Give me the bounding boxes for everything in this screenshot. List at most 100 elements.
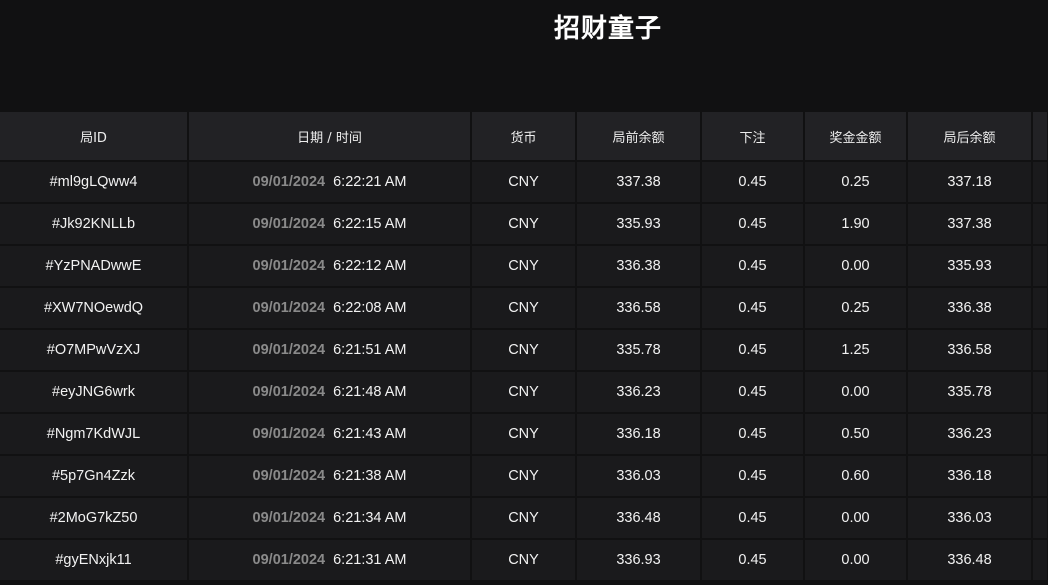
currency-cell: CNY — [470, 160, 577, 204]
game-history-table: 局ID 日期 / 时间 货币 局前余额 下注 奖金金额 局后余额 #ml9gLQ… — [0, 110, 1048, 582]
time-text: 6:21:48 AM — [333, 384, 407, 400]
prize-cell: 0.25 — [803, 286, 908, 330]
round-id-cell: #5p7Gn4Zzk — [0, 454, 189, 498]
datetime-cell: 09/01/2024 6:22:15 AM — [187, 202, 472, 246]
prize-cell: 0.00 — [803, 370, 908, 414]
column-header-currency: 货币 — [470, 110, 577, 162]
bet-cell: 0.45 — [700, 202, 805, 246]
date-text: 09/01/2024 — [252, 174, 326, 190]
extra-cell — [1031, 286, 1048, 330]
balance-before-cell: 336.58 — [575, 286, 702, 330]
currency-cell: CNY — [470, 202, 577, 246]
balance-after-cell: 337.38 — [906, 202, 1033, 246]
prize-cell: 0.60 — [803, 454, 908, 498]
table-row[interactable]: #O7MPwVzXJ 09/01/2024 6:21:51 AM CNY 335.78 0… — [0, 328, 1048, 372]
date-text: 09/01/2024 — [252, 510, 326, 526]
currency-cell: CNY — [470, 286, 577, 330]
currency-cell: CNY — [470, 454, 577, 498]
prize-cell: 0.00 — [803, 496, 908, 540]
currency-cell: CNY — [470, 538, 577, 582]
time-text: 6:22:15 AM — [333, 216, 407, 232]
date-text: 09/01/2024 — [252, 216, 326, 232]
datetime-cell: 09/01/2024 6:21:31 AM — [187, 538, 472, 582]
extra-cell — [1031, 412, 1048, 456]
date-text: 09/01/2024 — [252, 384, 326, 400]
balance-after-cell: 336.23 — [906, 412, 1033, 456]
table-header-row: 局ID 日期 / 时间 货币 局前余额 下注 奖金金额 局后余额 — [0, 110, 1048, 162]
bet-cell: 0.45 — [700, 286, 805, 330]
balance-after-cell: 336.18 — [906, 454, 1033, 498]
extra-cell — [1031, 202, 1048, 246]
currency-cell: CNY — [470, 496, 577, 540]
extra-cell — [1031, 328, 1048, 372]
date-text: 09/01/2024 — [252, 300, 326, 316]
prize-cell: 0.50 — [803, 412, 908, 456]
prize-cell: 0.25 — [803, 160, 908, 204]
column-header-balance-after: 局后余额 — [906, 110, 1033, 162]
round-id-cell: #O7MPwVzXJ — [0, 328, 189, 372]
table-row[interactable]: #5p7Gn4Zzk 09/01/2024 6:21:38 AM CNY 336.03 0… — [0, 454, 1048, 498]
table-row[interactable]: #gyENxjk11 09/01/2024 6:21:31 AM CNY 336.93 0… — [0, 538, 1048, 582]
column-header-bet: 下注 — [700, 110, 805, 162]
column-header-round-id: 局ID — [0, 110, 189, 162]
table-row[interactable]: #ml9gLQww4 09/01/2024 6:22:21 AM CNY 337.38 0… — [0, 160, 1048, 204]
column-header-extra — [1031, 110, 1048, 162]
balance-before-cell: 336.18 — [575, 412, 702, 456]
round-id-cell: #2MoG7kZ50 — [0, 496, 189, 540]
table-row[interactable]: #2MoG7kZ50 09/01/2024 6:21:34 AM CNY 336.48 0… — [0, 496, 1048, 540]
prize-cell: 0.00 — [803, 538, 908, 582]
date-text: 09/01/2024 — [252, 552, 326, 568]
column-header-prize: 奖金金额 — [803, 110, 908, 162]
table-row[interactable]: #eyJNG6wrk 09/01/2024 6:21:48 AM CNY 336.23 0… — [0, 370, 1048, 414]
time-text: 6:21:31 AM — [333, 552, 407, 568]
datetime-cell: 09/01/2024 6:21:51 AM — [187, 328, 472, 372]
extra-cell — [1031, 370, 1048, 414]
date-text: 09/01/2024 — [252, 258, 326, 274]
datetime-cell: 09/01/2024 6:21:48 AM — [187, 370, 472, 414]
datetime-cell: 09/01/2024 6:21:34 AM — [187, 496, 472, 540]
bet-cell: 0.45 — [700, 412, 805, 456]
currency-cell: CNY — [470, 370, 577, 414]
datetime-cell: 09/01/2024 6:21:43 AM — [187, 412, 472, 456]
prize-cell: 1.90 — [803, 202, 908, 246]
date-text: 09/01/2024 — [252, 426, 326, 442]
table-row[interactable]: #XW7NOewdQ 09/01/2024 6:22:08 AM CNY 336.58 0… — [0, 286, 1048, 330]
round-id-cell: #Ngm7KdWJL — [0, 412, 189, 456]
time-text: 6:21:34 AM — [333, 510, 407, 526]
time-text: 6:22:21 AM — [333, 174, 407, 190]
balance-after-cell: 335.93 — [906, 244, 1033, 288]
balance-before-cell: 336.93 — [575, 538, 702, 582]
balance-after-cell: 336.38 — [906, 286, 1033, 330]
balance-before-cell: 336.38 — [575, 244, 702, 288]
table-row[interactable]: #Ngm7KdWJL 09/01/2024 6:21:43 AM CNY 336.18 0… — [0, 412, 1048, 456]
bet-cell: 0.45 — [700, 328, 805, 372]
currency-cell: CNY — [470, 412, 577, 456]
bet-cell: 0.45 — [700, 496, 805, 540]
time-text: 6:21:43 AM — [333, 426, 407, 442]
balance-before-cell: 336.03 — [575, 454, 702, 498]
balance-after-cell: 336.48 — [906, 538, 1033, 582]
column-header-datetime: 日期 / 时间 — [187, 110, 472, 162]
balance-after-cell: 335.78 — [906, 370, 1033, 414]
bet-cell: 0.45 — [700, 538, 805, 582]
extra-cell — [1031, 496, 1048, 540]
time-text: 6:22:12 AM — [333, 258, 407, 274]
bet-cell: 0.45 — [700, 454, 805, 498]
date-text: 09/01/2024 — [252, 468, 326, 484]
round-id-cell: #eyJNG6wrk — [0, 370, 189, 414]
prize-cell: 1.25 — [803, 328, 908, 372]
bet-cell: 0.45 — [700, 160, 805, 204]
extra-cell — [1031, 454, 1048, 498]
table-row[interactable]: #YzPNADwwE 09/01/2024 6:22:12 AM CNY 336.38 0… — [0, 244, 1048, 288]
balance-before-cell: 335.78 — [575, 328, 702, 372]
bet-cell: 0.45 — [700, 244, 805, 288]
round-id-cell: #gyENxjk11 — [0, 538, 189, 582]
round-id-cell: #ml9gLQww4 — [0, 160, 189, 204]
balance-after-cell: 337.18 — [906, 160, 1033, 204]
column-header-balance-before: 局前余额 — [575, 110, 702, 162]
datetime-cell: 09/01/2024 6:22:21 AM — [187, 160, 472, 204]
balance-after-cell: 336.58 — [906, 328, 1033, 372]
balance-before-cell: 336.23 — [575, 370, 702, 414]
table-row[interactable]: #Jk92KNLLb 09/01/2024 6:22:15 AM CNY 335.93 0… — [0, 202, 1048, 246]
round-id-cell: #YzPNADwwE — [0, 244, 189, 288]
